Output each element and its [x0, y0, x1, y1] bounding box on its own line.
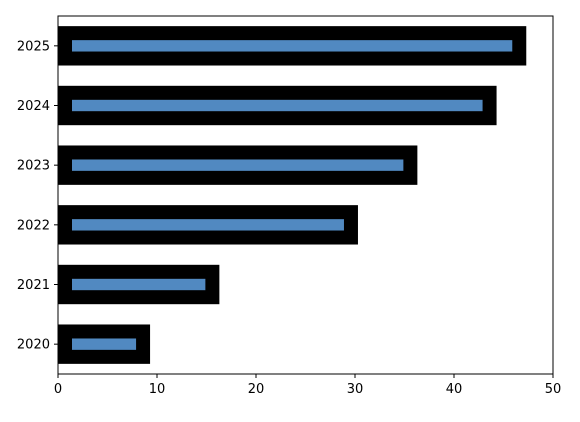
bar-2022 [58, 205, 358, 245]
y-tick-label-2023: 2023 [17, 159, 50, 174]
y-tick-label-2025: 2025 [17, 39, 50, 54]
y-tick-label-2020: 2020 [17, 338, 50, 353]
x-tick-label-50: 50 [545, 382, 562, 397]
x-tick-label-10: 10 [149, 382, 166, 397]
x-axis: 0 10 20 30 40 50 [54, 374, 561, 397]
plot-background [58, 16, 553, 374]
x-tick-label-0: 0 [54, 382, 62, 397]
bar-2024 [58, 85, 497, 126]
x-tick-label-40: 40 [446, 382, 463, 397]
bar-2020 [58, 324, 151, 364]
y-tick-label-2024: 2024 [17, 99, 50, 114]
x-tick-label-30: 30 [347, 382, 364, 397]
bars-group [58, 26, 527, 364]
y-axis: 2020 2021 2022 2023 2024 2025 [17, 39, 58, 353]
bar-2021 [58, 264, 220, 305]
bar-2025 [58, 26, 527, 66]
y-tick-label-2021: 2021 [17, 278, 50, 293]
y-tick-label-2022: 2022 [17, 218, 50, 233]
plot-frame [57, 15, 554, 375]
x-tick-label-20: 20 [248, 382, 265, 397]
bar-2023 [58, 145, 418, 185]
